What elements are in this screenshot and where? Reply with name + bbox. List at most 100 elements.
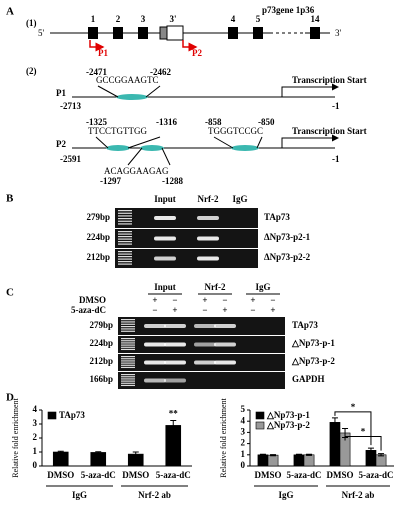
ladder-band: [121, 358, 135, 360]
y-tick-label: 2: [33, 432, 38, 442]
exon-label: 5: [256, 14, 261, 24]
target-label: △Np73-p-2: [291, 356, 335, 366]
gel-band: [214, 360, 236, 365]
promoter-p1: [72, 83, 339, 100]
gel-band: [214, 324, 236, 328]
position: -1316: [156, 117, 177, 127]
significance: *: [361, 427, 366, 437]
treatment-signs: + − + − + −− + − + − +: [152, 295, 275, 315]
ladder-band: [121, 344, 135, 346]
ladder-band: [121, 380, 135, 382]
position: -850: [258, 117, 275, 127]
lane-label: IgG: [255, 282, 270, 292]
panel-label: A: [6, 6, 14, 18]
promoter-label: P1: [98, 48, 108, 58]
exon-label: 3: [141, 14, 146, 24]
x-tick-label: 5-aza-dC: [81, 470, 116, 480]
y-tick-label: 4: [241, 415, 246, 425]
y-tick-label: 2: [241, 438, 246, 448]
gel-band: [197, 256, 219, 261]
promoter-name: P2: [56, 139, 66, 149]
target-label: TAp73: [292, 320, 318, 330]
x-tick-label: DMSO: [47, 470, 74, 480]
gel-band: [154, 256, 176, 261]
sign: −: [270, 295, 275, 305]
sequence: TTCCTGTTGG: [88, 126, 147, 136]
x-tick-label: 5-aza-dC: [287, 470, 322, 480]
position: -858: [205, 117, 222, 127]
ladder-band: [118, 251, 132, 253]
position: -2462: [150, 67, 171, 77]
exon-label: 14: [311, 14, 321, 24]
gene-line: [50, 25, 330, 52]
legend-swatch: [255, 411, 265, 420]
gel-band: [164, 378, 186, 383]
gel-band: [164, 342, 186, 347]
exon-label: 3': [169, 14, 176, 24]
exon-label: 4: [231, 14, 236, 24]
ladder-band: [118, 261, 132, 263]
bar: [303, 454, 315, 467]
band-size: 279bp: [89, 320, 113, 330]
ladder-band: [121, 348, 135, 351]
exon-label: 1: [91, 14, 96, 24]
error-bar: [367, 447, 374, 454]
ladder-band: [121, 384, 135, 387]
treatment-label: DMSO: [79, 295, 106, 305]
ladder-band: [121, 356, 135, 358]
sequence: ACAGGAAGAG: [104, 166, 169, 176]
gel-band: [154, 216, 176, 220]
ladder-band: [121, 328, 135, 330]
legend-label: TAp73: [59, 410, 85, 420]
gel-band: [144, 378, 166, 383]
band-size: 279bp: [86, 212, 110, 222]
error-bar: [259, 453, 266, 456]
bar: [52, 451, 69, 467]
ladder-band: [118, 218, 132, 220]
error-bar: [170, 420, 177, 431]
x-tick-label: 5-aza-dC: [156, 470, 191, 480]
ladder-band: [121, 366, 135, 369]
gel-band: [194, 324, 216, 328]
tss-label: Transcription Start: [292, 75, 367, 85]
group-label: Nrf-2 ab: [138, 490, 171, 500]
gel-band: [194, 342, 216, 347]
promoter-label: P2: [192, 48, 202, 58]
panel-label: C: [6, 287, 14, 299]
ladder-band: [121, 364, 135, 366]
error-bar: [295, 453, 302, 456]
band-size: 212bp: [86, 252, 110, 262]
y-tick-label: 0: [33, 460, 38, 470]
position: -1: [332, 101, 340, 111]
target-label: TAp73: [264, 212, 290, 222]
sign: +: [152, 295, 157, 305]
section-label: (2): [26, 66, 37, 76]
gel-band: [154, 236, 176, 241]
significance: **: [169, 409, 179, 419]
bar: [375, 454, 387, 467]
position: -1: [332, 154, 340, 164]
sign: +: [270, 305, 275, 315]
x-tick-label: DMSO: [255, 470, 282, 480]
y-tick-label: 3: [241, 426, 246, 436]
ladder-band: [121, 360, 135, 362]
y-tick-label: 1: [33, 446, 38, 456]
position: -1325: [86, 117, 107, 127]
gel-band: [164, 324, 186, 328]
error-bar: [132, 451, 139, 457]
error-bar: [378, 453, 385, 457]
y-tick-label: 5: [241, 404, 246, 414]
y-tick-label: 1: [241, 449, 246, 459]
gel-strip: [115, 249, 258, 268]
five-prime: 5': [38, 28, 45, 38]
significance-bracket: [344, 435, 382, 451]
gel-strip: [115, 229, 258, 248]
panel-label: B: [6, 193, 14, 205]
group-label: IgG: [72, 490, 87, 500]
bar: [257, 454, 269, 467]
gel-band: [164, 360, 186, 365]
ladder-band: [118, 233, 132, 235]
sign: +: [172, 305, 177, 315]
bar: [267, 454, 279, 467]
ladder-band: [121, 340, 135, 342]
